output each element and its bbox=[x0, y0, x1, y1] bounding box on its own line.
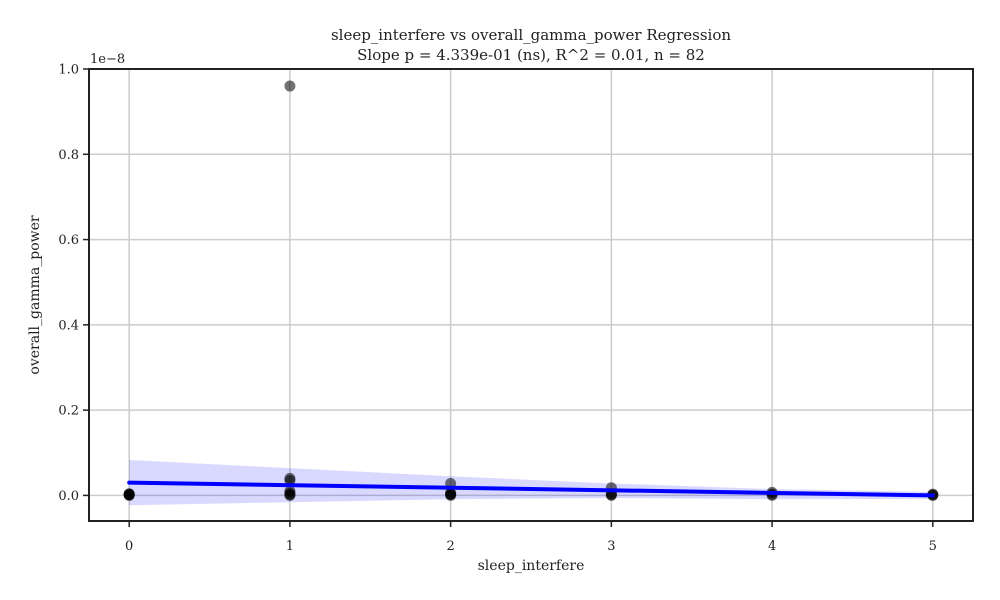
grid bbox=[89, 68, 973, 521]
y-tick-label: 0.8 bbox=[58, 148, 79, 163]
x-tick-label: 5 bbox=[929, 539, 937, 554]
scatter-points bbox=[123, 80, 939, 501]
x-tick-label: 1 bbox=[286, 539, 294, 554]
scatter-point bbox=[445, 489, 457, 501]
chart-title: sleep_interfere vs overall_gamma_power R… bbox=[331, 26, 731, 44]
y-tick-label: 0.4 bbox=[58, 318, 79, 333]
x-tick-label: 3 bbox=[607, 539, 615, 554]
scatter-point bbox=[284, 485, 296, 497]
chart-subtitle: Slope p = 4.339e-01 (ns), R^2 = 0.01, n … bbox=[357, 46, 705, 64]
y-tick-label: 1.0 bbox=[58, 63, 79, 78]
y-axis-offset-label: 1e−8 bbox=[90, 52, 125, 67]
x-axis-label: sleep_interfere bbox=[478, 558, 585, 574]
y-axis-ticks: 0.0 0.2 0.4 0.6 0.8 1.0 bbox=[58, 63, 89, 504]
scatter-point bbox=[284, 80, 296, 92]
scatter-point bbox=[123, 488, 135, 500]
x-tick-label: 0 bbox=[125, 539, 133, 554]
regression-line-layer bbox=[127, 480, 935, 498]
y-tick-label: 0.6 bbox=[58, 233, 79, 248]
plot-frame bbox=[88, 68, 974, 522]
regression-line bbox=[127, 480, 935, 498]
x-tick-label: 4 bbox=[768, 539, 776, 554]
y-tick-label: 0.0 bbox=[58, 489, 79, 504]
y-tick-label: 0.2 bbox=[58, 404, 79, 419]
y-axis-label: overall_gamma_power bbox=[27, 215, 43, 374]
x-tick-label: 2 bbox=[446, 539, 454, 554]
x-axis-ticks: 0 1 2 3 4 5 bbox=[125, 521, 937, 554]
